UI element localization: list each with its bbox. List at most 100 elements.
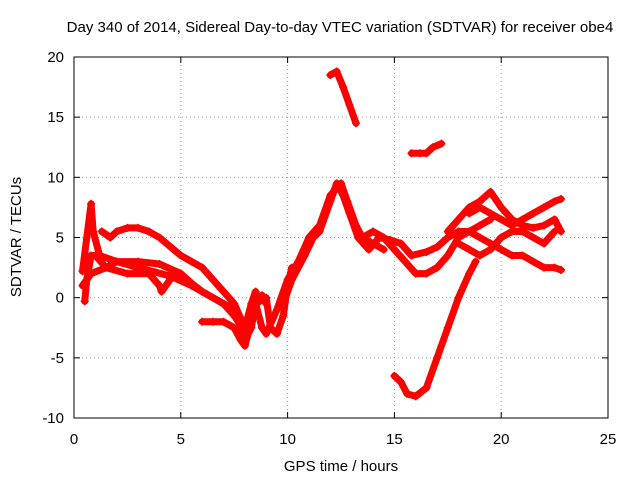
data-point (539, 203, 548, 212)
data-point (465, 245, 474, 254)
data-point (422, 247, 431, 256)
data-point (369, 227, 378, 236)
data-point (251, 299, 260, 308)
data-point (339, 191, 348, 200)
data-point (166, 272, 175, 281)
data-point (257, 291, 266, 300)
series-trace (358, 228, 565, 278)
data-point (123, 269, 132, 278)
data-point (332, 179, 341, 188)
series-trace (455, 228, 559, 259)
data-point (155, 281, 164, 290)
data-point (272, 329, 281, 338)
y-tick-label: 5 (56, 230, 64, 247)
data-point (475, 221, 484, 230)
series-trace (390, 258, 480, 400)
data-point (208, 317, 217, 326)
data-point (95, 251, 104, 260)
data-point (529, 257, 538, 266)
series-arc-9 (454, 227, 559, 260)
x-tick-label: 5 (177, 431, 185, 448)
data-point (332, 67, 341, 76)
data-point (497, 215, 506, 224)
data-point (279, 299, 288, 308)
data-point (518, 215, 527, 224)
data-point (80, 297, 89, 306)
series-trace (444, 188, 565, 235)
y-tick-label: 15 (47, 109, 64, 126)
data-point (550, 227, 559, 236)
data-point (454, 215, 463, 224)
data-point (407, 149, 416, 158)
data-point (557, 194, 566, 203)
data-point (262, 299, 271, 308)
data-point (486, 209, 495, 218)
data-point (240, 341, 249, 350)
data-point (364, 245, 373, 254)
x-tick-label: 0 (70, 431, 78, 448)
data-point (539, 221, 548, 230)
series-arc-8 (443, 187, 566, 236)
data-point (465, 209, 474, 218)
x-tick-label: 10 (279, 431, 296, 448)
data-point (497, 245, 506, 254)
series-trace (81, 252, 174, 305)
data-point (557, 265, 566, 274)
data-point (396, 239, 405, 248)
series-trace (198, 179, 388, 350)
data-point (251, 287, 260, 296)
series-arc-12 (407, 139, 446, 158)
data-point (287, 275, 296, 284)
series-arc-7 (358, 227, 566, 278)
x-axis-label: GPS time / hours (284, 458, 398, 475)
data-point (219, 317, 228, 326)
data-point (219, 299, 228, 308)
data-point (339, 83, 348, 92)
data-point (230, 299, 239, 308)
series-arc-5 (198, 179, 388, 350)
data-point (326, 197, 335, 206)
data-point (411, 392, 420, 401)
data-point (465, 269, 474, 278)
data-point (144, 227, 153, 236)
data-point (97, 227, 106, 236)
series-trace (326, 67, 360, 127)
data-point (497, 203, 506, 212)
series-trace (98, 224, 260, 332)
data-point (550, 263, 559, 272)
data-point (315, 227, 324, 236)
x-tick-label: 20 (493, 431, 510, 448)
data-point (422, 383, 431, 392)
data-point (134, 257, 143, 266)
data-point (272, 305, 281, 314)
data-point (134, 223, 143, 232)
x-tick-label: 25 (600, 431, 617, 448)
data-point (518, 251, 527, 260)
data-point (454, 293, 463, 302)
data-point (407, 251, 416, 260)
data-point (155, 233, 164, 242)
data-point (475, 233, 484, 242)
data-point (262, 329, 271, 338)
data-point (176, 251, 185, 260)
data-point (550, 215, 559, 224)
y-axis-label: SDTVAR / TECUs (8, 177, 25, 297)
data-point (300, 251, 309, 260)
y-tick-label: 0 (56, 290, 64, 307)
data-point (87, 269, 96, 278)
data-point (437, 139, 446, 148)
data-point (247, 317, 256, 326)
data-point (529, 209, 538, 218)
data-point (422, 269, 431, 278)
data-point (390, 371, 399, 380)
x-tick-label: 15 (386, 431, 403, 448)
data-point (539, 263, 548, 272)
data-point (454, 239, 463, 248)
data-point (403, 389, 412, 398)
data-point (78, 267, 87, 276)
series-arc-4 (97, 223, 260, 332)
data-point (518, 227, 527, 236)
data-point (443, 323, 452, 332)
data-point (465, 227, 474, 236)
data-point (345, 101, 354, 110)
